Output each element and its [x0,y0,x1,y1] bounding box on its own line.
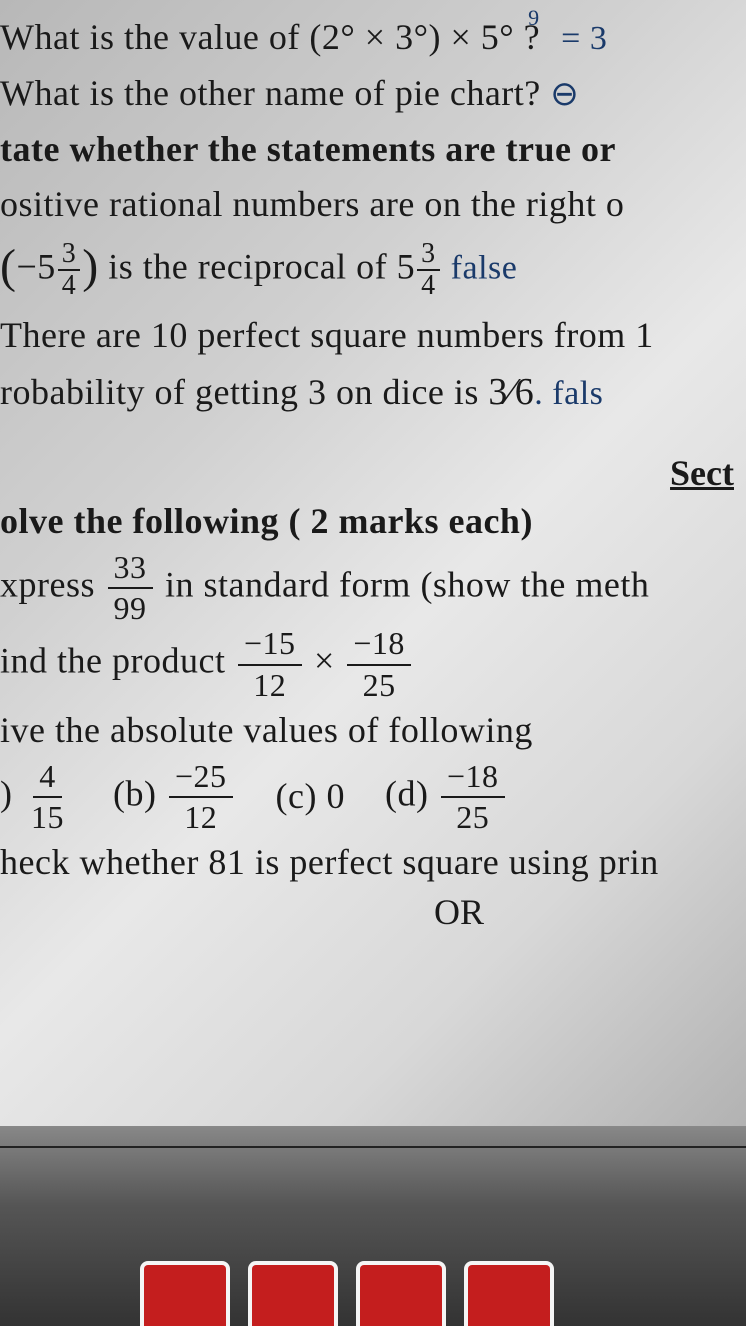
s3-text: There are 10 perfect square numbers from… [0,315,654,355]
red-block-3 [356,1261,446,1326]
opt-d-frac: −1825 [441,759,505,835]
express-a: xpress [0,565,105,605]
red-book-spines [140,1261,554,1326]
express-b: in standard form (show the meth [156,565,650,605]
s2-frac1-den: 4 [58,271,81,300]
statement-4: robability of getting 3 on dice is 3⁄6. … [0,363,738,422]
option-a: ) 415 [0,759,73,835]
express-question: xpress 3399 in standard form (show the m… [0,550,738,626]
give-text: ive the absolute values of following [0,710,533,750]
solve-heading-text: olve the following ( 2 marks each) [0,501,533,541]
find-d1: 12 [247,666,292,703]
opt-d-num: −18 [441,759,505,798]
state-heading-text: tate whether the statements are true or [0,129,616,169]
question-2: What is the other name of pie chart? ⊖ [0,66,738,122]
q2-handwritten: ⊖ [550,69,579,122]
desk-surface [0,1126,746,1326]
or-separator: OR [180,891,738,933]
find-n1: −15 [238,626,302,665]
opt-b-frac: −2512 [169,759,233,835]
express-den: 99 [108,589,153,626]
s4-frac: 3⁄6 [488,371,534,413]
option-c: (c) 0 [276,769,345,825]
options-row: ) 415 (b) −2512 (c) 0 (d) −1825 [0,759,738,835]
s2-open-paren: ( [0,240,16,293]
opt-b-label: (b) [113,773,166,813]
s4-text: robability of getting 3 on dice is [0,372,488,412]
opt-b-num: −25 [169,759,233,798]
s1-text: ositive rational numbers are on the righ… [0,184,624,224]
q1-text: What is the value of (2° × 3°) × 5° ? [0,17,540,57]
state-heading: tate whether the statements are true or [0,122,738,178]
red-block-1 [140,1261,230,1326]
statement-2: (−534) is the reciprocal of 534 false [0,233,738,307]
s2-pre: −5 [16,247,55,287]
find-mid: × [305,641,345,681]
s2-handwritten: false [442,250,518,287]
sect-text: Sect [670,453,734,493]
opt-d-den: 25 [450,798,495,835]
question-1: What is the value of (2° × 3°) × 5° ?9 =… [0,10,738,66]
find-frac2: −1825 [347,626,411,702]
find-product-question: ind the product −1512 × −1825 [0,626,738,702]
express-frac: 3399 [108,550,153,626]
s2-frac1: 34 [58,240,81,300]
check-text: heck whether 81 is perfect square using … [0,842,659,882]
red-block-2 [248,1261,338,1326]
opt-a-num: 4 [33,759,62,798]
opt-b-den: 12 [178,798,223,835]
opt-a-den: 15 [25,798,70,835]
express-num: 33 [108,550,153,589]
s2-frac2-num: 3 [417,240,440,271]
s4-handwritten: . fals [534,375,603,412]
s2-mid: is the reciprocal of 5 [99,247,415,287]
section-heading: Sect [0,452,738,494]
solve-heading: olve the following ( 2 marks each) [0,494,738,550]
option-b: (b) −2512 [113,759,236,835]
give-absolute-question: ive the absolute values of following [0,703,738,759]
or-text: OR [434,892,484,932]
find-n2: −18 [347,626,411,665]
find-d2: 25 [357,666,402,703]
opt-a-label: ) [0,773,22,813]
check-question: heck whether 81 is perfect square using … [0,835,738,891]
s2-frac2: 34 [417,240,440,300]
q2-text: What is the other name of pie chart? [0,73,541,113]
s2-frac1-num: 3 [58,240,81,271]
find-a: ind the product [0,641,235,681]
statement-3: There are 10 perfect square numbers from… [0,308,738,364]
opt-a-frac: 415 [25,759,70,835]
option-d: (d) −1825 [385,759,508,835]
find-frac1: −1512 [238,626,302,702]
q1-handwritten-answer: = 3 [561,20,607,57]
red-block-4 [464,1261,554,1326]
s2-close-paren: ) [82,240,98,293]
q1-handwritten-sup: 9 [528,5,540,30]
statement-1: ositive rational numbers are on the righ… [0,177,738,233]
s2-frac2-den: 4 [417,271,440,300]
opt-d-label: (d) [385,773,438,813]
